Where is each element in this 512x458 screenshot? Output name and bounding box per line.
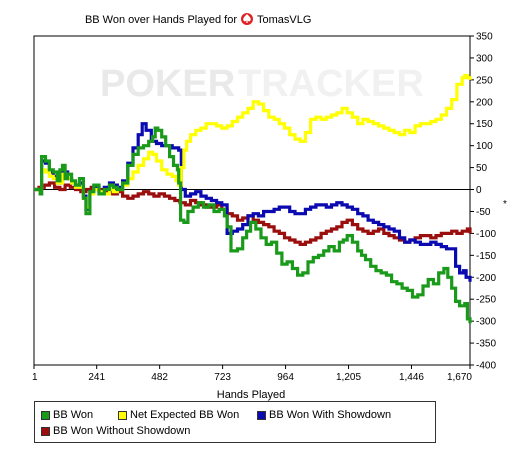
plot-frame — [33, 35, 471, 366]
y-tick-label: 300 — [476, 53, 493, 64]
legend-label: Net Expected BB Won — [130, 409, 240, 421]
x-tick-label: 1,205 — [336, 372, 361, 383]
chart-title: BB Won over Hands Played for — [85, 14, 237, 26]
y-tick-label: -250 — [476, 295, 496, 306]
y-tick-label: 250 — [476, 75, 493, 86]
legend: BB Won Net Expected BB Won BB Won With S… — [34, 401, 436, 443]
legend-item-net-expected: Net Expected BB Won — [118, 409, 239, 421]
player-name: TomasVLG — [257, 14, 311, 26]
y-tick-label: 0 — [476, 185, 482, 196]
x-tick-label: 964 — [277, 372, 294, 383]
legend-label: BB Won Without Showdown — [53, 425, 191, 437]
y-tick-label: 150 — [476, 119, 493, 130]
y-tick-label: 50 — [476, 163, 488, 174]
y-tick-label: -150 — [476, 251, 496, 262]
x-axis-label: Hands Played — [217, 389, 286, 401]
spade-logo-icon — [241, 13, 253, 25]
x-tick-label: 1 — [32, 372, 38, 383]
y-tick-label: -100 — [476, 229, 496, 240]
legend-item-with-showdown: BB Won With Showdown — [257, 409, 391, 421]
legend-label: BB Won — [53, 409, 94, 421]
plot-area: POKER TRACKER 350 300 250 200 150 100 50 0 -50 -100… — [32, 32, 507, 384]
watermark-tracker: TRACKER — [238, 63, 424, 105]
x-tick-label: 723 — [214, 372, 231, 383]
legend-swatch — [118, 410, 127, 420]
y-tick-label: -400 — [476, 361, 496, 372]
legend-item-without-showdown: BB Won Without Showdown — [41, 425, 190, 437]
y-tick-label: 350 — [476, 32, 493, 43]
series-bb-won-line — [34, 126, 472, 324]
y-tick-label: -300 — [476, 317, 496, 328]
y-tick-label: 200 — [476, 97, 493, 108]
y-tick-label: 100 — [476, 141, 493, 152]
legend-swatch — [41, 426, 50, 436]
y-tick-label: -200 — [476, 273, 496, 284]
x-tick-label: 1,670 — [447, 372, 472, 383]
y-axis-marker: * — [503, 199, 507, 210]
legend-item-bb-won: BB Won — [41, 409, 93, 421]
y-tick-label: -50 — [476, 207, 491, 218]
legend-swatch — [41, 410, 50, 420]
legend-swatch — [257, 410, 266, 420]
y-tick-label: -350 — [476, 339, 496, 350]
x-tick-label: 241 — [88, 372, 105, 383]
legend-label: BB Won With Showdown — [269, 409, 392, 421]
x-tick-label: 1,446 — [399, 372, 424, 383]
watermark-poker: POKER — [100, 63, 235, 105]
x-tick-label: 482 — [151, 372, 168, 383]
